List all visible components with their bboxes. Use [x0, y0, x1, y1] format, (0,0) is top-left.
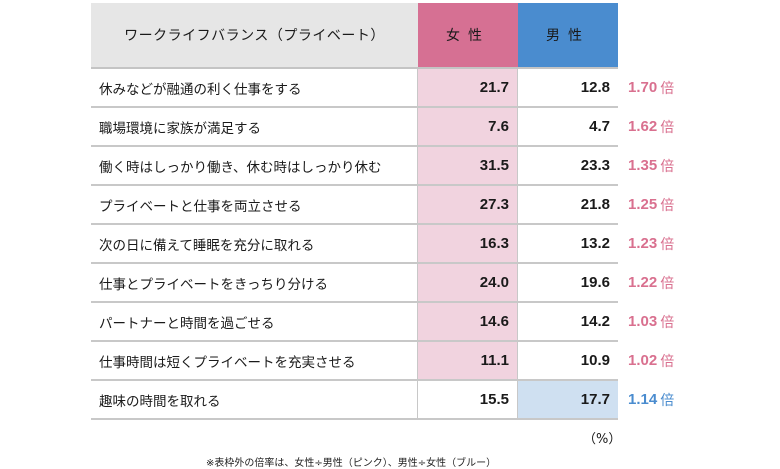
row-label: 次の日に備えて睡眠を充分に取れる: [91, 225, 418, 262]
ratio-unit: 倍: [660, 119, 675, 136]
row-label: 仕事時間は短くプライベートを充実させる: [91, 342, 418, 379]
male-value: 13.2: [580, 235, 610, 252]
ratio-value: 1.22: [628, 274, 658, 291]
male-value: 21.8: [580, 196, 610, 213]
ratio-unit: 倍: [660, 275, 675, 292]
female-value: 16.3: [418, 225, 518, 262]
ratio-unit: 倍: [660, 353, 675, 370]
female-value: 31.5: [418, 147, 518, 184]
header-label: ワークライフバランス（プライベート）: [91, 3, 418, 67]
ratio-unit: 倍: [660, 236, 675, 253]
ratio-unit: 倍: [660, 197, 675, 214]
ratio-value: 1.62: [628, 118, 658, 135]
ratio: 1.70 倍: [628, 69, 674, 106]
table-row: 職場環境に家族が満足する 7.6 4.7 1.62 倍: [91, 108, 674, 147]
table-header: ワークライフバランス（プライベート） 女性 男性: [91, 3, 618, 69]
female-value: 24.0: [418, 264, 518, 301]
male-value: 17.7: [518, 381, 618, 418]
ratio-value: 1.35: [628, 157, 658, 174]
male-value: 14.2: [580, 313, 610, 330]
table-row: 働く時はしっかり働き、休む時はしっかり休む 31.5 23.3 1.35 倍: [91, 147, 674, 186]
female-value: 11.1: [418, 342, 518, 379]
ratio: 1.62 倍: [628, 108, 674, 145]
row-label: 職場環境に家族が満足する: [91, 108, 418, 145]
ratio: 1.23 倍: [628, 225, 674, 262]
table-row: 休みなどが融通の利く仕事をする 21.7 12.8 1.70 倍: [91, 69, 674, 108]
ratio: 1.14 倍: [628, 381, 674, 418]
data-table: ワークライフバランス（プライベート） 女性 男性 休みなどが融通の利く仕事をする…: [91, 3, 674, 420]
row-label: 仕事とプライベートをきっちり分ける: [91, 264, 418, 301]
footnote: ※表枠外の倍率は、女性÷男性（ピンク）、男性÷女性（ブルー）: [206, 458, 497, 469]
row-label: 休みなどが融通の利く仕事をする: [91, 69, 418, 106]
table-row: パートナーと時間を過ごせる 14.6 14.2 1.03 倍: [91, 303, 674, 342]
male-value: 19.6: [580, 274, 610, 291]
female-value: 7.6: [418, 108, 518, 145]
table-row: 仕事とプライベートをきっちり分ける 24.0 19.6 1.22 倍: [91, 264, 674, 303]
male-value: 12.8: [580, 79, 610, 96]
ratio-unit: 倍: [660, 314, 675, 331]
ratio-unit: 倍: [660, 80, 675, 97]
female-value: 27.3: [418, 186, 518, 223]
ratio: 1.25 倍: [628, 186, 674, 223]
male-value: 4.7: [589, 118, 610, 135]
ratio-value: 1.03: [628, 313, 658, 330]
row-label: プライベートと仕事を両立させる: [91, 186, 418, 223]
ratio: 1.03 倍: [628, 303, 674, 340]
table-row: 趣味の時間を取れる 15.5 17.7 1.14 倍: [91, 381, 674, 420]
table-row: 次の日に備えて睡眠を充分に取れる 16.3 13.2 1.23 倍: [91, 225, 674, 264]
table-row: 仕事時間は短くプライベートを充実させる 11.1 10.9 1.02 倍: [91, 342, 674, 381]
ratio-value: 1.02: [628, 352, 658, 369]
unit-label: （%）: [583, 432, 622, 447]
male-value: 23.3: [580, 157, 610, 174]
ratio: 1.22 倍: [628, 264, 674, 301]
ratio-value: 1.14: [628, 391, 658, 408]
ratio-value: 1.23: [628, 235, 658, 252]
header-female: 女性: [418, 3, 518, 67]
female-value: 21.7: [418, 69, 518, 106]
ratio-unit: 倍: [660, 392, 675, 409]
ratio-value: 1.25: [628, 196, 658, 213]
row-label: 働く時はしっかり働き、休む時はしっかり休む: [91, 147, 418, 184]
ratio-value: 1.70: [628, 79, 658, 96]
ratio: 1.35 倍: [628, 147, 674, 184]
female-value: 15.5: [418, 381, 518, 418]
male-value: 10.9: [580, 352, 610, 369]
female-value: 14.6: [418, 303, 518, 340]
table-row: プライベートと仕事を両立させる 27.3 21.8 1.25 倍: [91, 186, 674, 225]
ratio: 1.02 倍: [628, 342, 674, 379]
row-label: 趣味の時間を取れる: [91, 381, 418, 418]
ratio-unit: 倍: [660, 158, 675, 175]
header-male: 男性: [518, 3, 618, 67]
row-label: パートナーと時間を過ごせる: [91, 303, 418, 340]
